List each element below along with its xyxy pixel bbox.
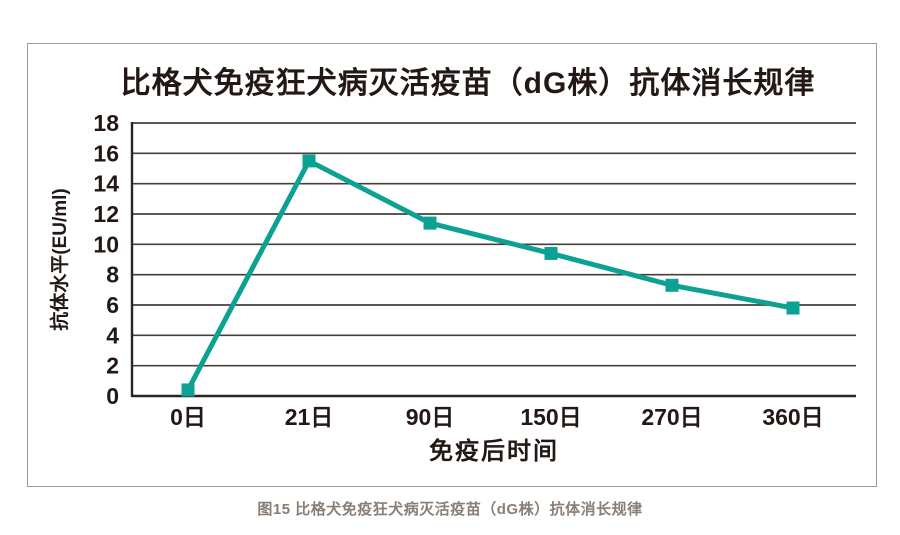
chart-title: 比格犬免疫狂犬病灭活疫苗（dG株）抗体消长规律	[120, 67, 816, 100]
y-tick-label: 12	[93, 201, 119, 227]
data-point-marker	[544, 246, 558, 260]
x-tick-label: 21日	[285, 404, 334, 430]
y-tick-label: 8	[106, 262, 119, 288]
data-point-marker	[665, 278, 679, 292]
y-tick-label: 16	[93, 140, 119, 166]
y-tick-label: 6	[106, 292, 119, 318]
y-tick-label: 4	[106, 322, 119, 348]
x-tick-label: 270日	[641, 404, 702, 430]
data-point-marker	[181, 383, 195, 397]
y-tick-label: 0	[106, 383, 119, 409]
x-tick-label: 0日	[170, 404, 206, 430]
x-axis-title: 免疫后时间	[429, 437, 559, 465]
x-tick-label: 360日	[762, 404, 823, 430]
figure-border	[27, 43, 877, 487]
y-axis-title: 抗体水平(EU/ml)	[48, 188, 71, 331]
y-tick-label: 10	[93, 231, 119, 257]
y-tick-label: 18	[93, 110, 119, 136]
data-point-marker	[302, 154, 316, 168]
x-tick-label: 90日	[406, 404, 455, 430]
figure-caption: 图15 比格犬免疫狂犬病灭活疫苗（dG株）抗体消长规律	[257, 501, 643, 518]
x-tick-label: 150日	[520, 404, 581, 430]
data-point-marker	[423, 216, 437, 230]
data-line	[185, 157, 794, 392]
data-point-marker	[786, 301, 800, 315]
y-tick-label: 2	[106, 353, 119, 379]
y-tick-label: 14	[93, 171, 119, 197]
